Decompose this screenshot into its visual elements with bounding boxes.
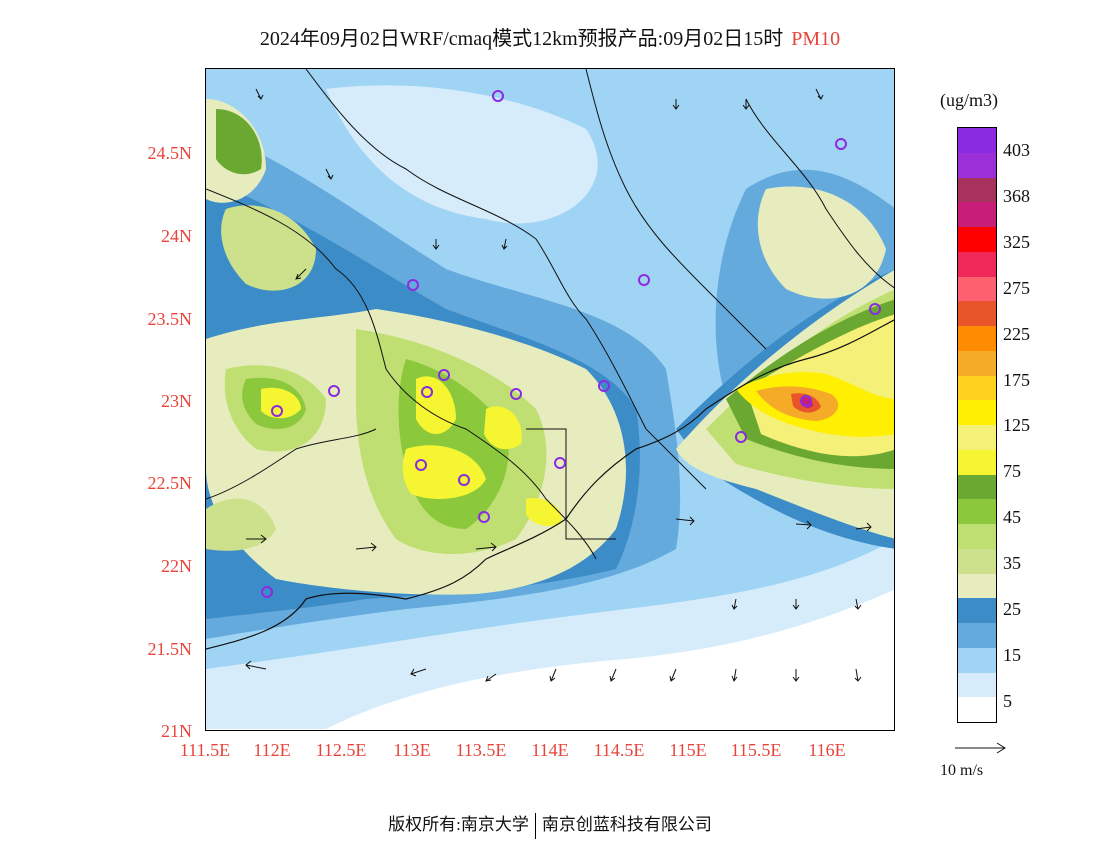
lon-label: 112.5E — [315, 740, 367, 760]
legend-swatch — [958, 573, 996, 599]
legend-swatch — [958, 524, 996, 549]
lon-label: 112E — [253, 740, 291, 760]
legend-tick: 275 — [1003, 278, 1030, 298]
map-canvas — [206, 69, 894, 730]
color-legend — [957, 127, 997, 723]
lon-label: 115E — [669, 740, 707, 760]
legend-tick: 403 — [1003, 140, 1030, 160]
legend-tick: 5 — [1003, 691, 1012, 711]
legend-swatch — [958, 350, 996, 376]
lat-label: 23N — [161, 391, 192, 411]
legend-swatch — [958, 152, 996, 178]
legend-swatch — [958, 202, 996, 227]
lat-label: 21.5N — [147, 639, 193, 659]
lon-label: 111.5E — [179, 740, 231, 760]
lat-label: 24.5N — [147, 143, 193, 163]
footer-separator — [534, 813, 536, 840]
lat-label: 22.5N — [147, 473, 193, 493]
legend-swatch — [958, 449, 996, 475]
legend-swatch — [958, 375, 996, 401]
map-title: 2024年09月02日WRF/cmaq模式12km预报产品:09月02日15时 P… — [0, 22, 1100, 51]
lat-label: 22N — [161, 556, 192, 576]
lon-label: 113.5E — [455, 740, 507, 760]
legend-swatch — [958, 548, 996, 574]
copyright-footer: 版权所有:南京大学 南京创蓝科技有限公司 — [0, 810, 1100, 840]
legend-swatch — [958, 177, 996, 203]
legend-swatch — [958, 697, 996, 722]
legend-swatch — [958, 400, 996, 425]
legend-unit: (ug/m3) — [940, 90, 998, 110]
lon-label: 115.5E — [730, 740, 782, 760]
legend-swatch — [958, 598, 996, 623]
legend-tick: 15 — [1003, 645, 1021, 665]
legend-tick: 368 — [1003, 186, 1030, 206]
forecast-map[interactable] — [205, 68, 895, 731]
legend-swatch — [958, 227, 996, 252]
legend-swatch — [958, 623, 996, 648]
legend-tick: 225 — [1003, 324, 1030, 344]
legend-tick: 175 — [1003, 370, 1030, 390]
lat-label: 21N — [161, 721, 192, 741]
legend-tick: 25 — [1003, 599, 1021, 619]
legend-tick: 45 — [1003, 507, 1021, 527]
lon-label: 114E — [531, 740, 569, 760]
lon-label: 116E — [808, 740, 846, 760]
pollutant-label: PM10 — [791, 28, 841, 50]
legend-swatch — [958, 301, 996, 326]
lon-label: 113E — [393, 740, 431, 760]
title-text: 2024年09月02日WRF/cmaq模式12km预报产品:09月02日15时 — [259, 28, 784, 50]
legend-tick: 325 — [1003, 232, 1030, 252]
lon-label: 114.5E — [593, 740, 645, 760]
legend-swatch — [958, 474, 996, 500]
legend-tick: 125 — [1003, 415, 1030, 435]
lat-label: 23.5N — [147, 309, 193, 329]
legend-swatch — [958, 672, 996, 698]
footer-left: 版权所有:南京大学 — [388, 815, 529, 834]
wind-reference-label: 10 m/s — [940, 762, 984, 779]
wind-reference-arrow-icon — [955, 742, 1006, 754]
legend-swatch — [958, 251, 996, 277]
legend-tick: 35 — [1003, 553, 1021, 573]
footer-right: 南京创蓝科技有限公司 — [541, 815, 712, 834]
legend-swatch — [958, 499, 996, 524]
lat-label: 24N — [161, 226, 192, 246]
legend-swatch — [958, 425, 996, 450]
legend-swatch — [958, 128, 996, 153]
legend-swatch — [958, 647, 996, 673]
legend-swatch — [958, 276, 996, 302]
legend-swatch — [958, 326, 996, 351]
legend-tick: 75 — [1003, 461, 1021, 481]
